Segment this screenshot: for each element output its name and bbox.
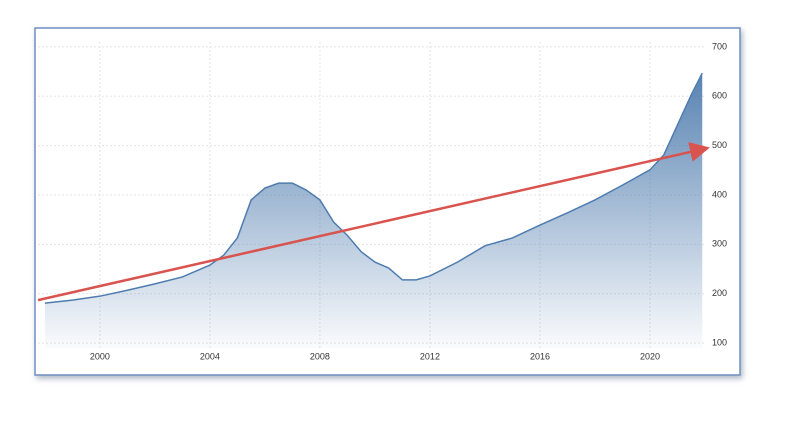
y-tick-label: 500: [712, 140, 727, 150]
x-tick-label: 2004: [200, 351, 220, 361]
y-tick-label: 100: [712, 337, 727, 347]
x-tick-label: 2016: [530, 351, 550, 361]
x-tick-label: 2008: [310, 351, 330, 361]
x-tick-label: 2020: [640, 351, 660, 361]
x-tick-label: 2000: [90, 351, 110, 361]
y-tick-label: 600: [712, 91, 727, 101]
y-tick-label: 400: [712, 189, 727, 199]
area-line: [44, 72, 703, 304]
y-tick-label: 300: [712, 239, 727, 249]
y-tick-label: 700: [712, 41, 727, 51]
area-fill: [44, 73, 703, 348]
y-tick-label: 200: [712, 288, 727, 298]
x-tick-label: 2012: [420, 351, 440, 361]
trend-line: [37, 142, 710, 302]
